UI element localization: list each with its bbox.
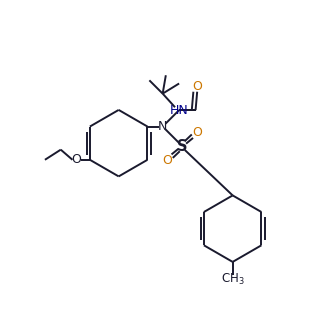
- Text: S: S: [177, 139, 187, 154]
- Text: O: O: [162, 154, 172, 167]
- Text: HN: HN: [170, 104, 188, 117]
- Text: CH$_3$: CH$_3$: [221, 272, 244, 287]
- Text: O: O: [72, 153, 82, 166]
- Text: O: O: [192, 80, 202, 93]
- Text: O: O: [192, 126, 202, 139]
- Text: N: N: [158, 120, 167, 133]
